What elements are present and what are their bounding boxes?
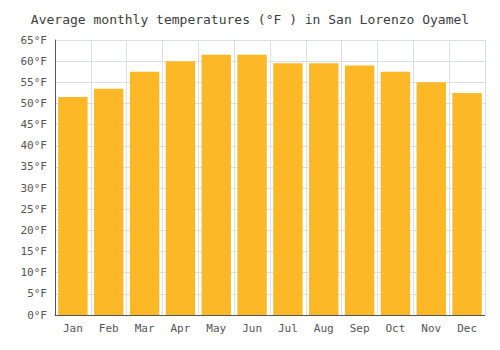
svg-text:20°F: 20°F: [21, 224, 48, 237]
svg-text:15°F: 15°F: [21, 245, 48, 258]
svg-text:30°F: 30°F: [21, 182, 48, 195]
svg-text:10°F: 10°F: [21, 266, 48, 279]
svg-text:5°F: 5°F: [27, 287, 47, 300]
svg-text:Oct: Oct: [385, 322, 405, 335]
svg-text:Mar: Mar: [135, 322, 155, 335]
svg-text:35°F: 35°F: [21, 160, 48, 173]
svg-text:45°F: 45°F: [21, 118, 48, 131]
svg-text:May: May: [206, 322, 226, 335]
svg-text:0°F: 0°F: [27, 309, 47, 322]
svg-text:Average monthly temperatures (: Average monthly temperatures (°F ) in Sa…: [31, 12, 469, 27]
svg-text:Dec: Dec: [457, 322, 477, 335]
svg-text:25°F: 25°F: [21, 203, 48, 216]
svg-text:Apr: Apr: [170, 322, 190, 335]
svg-text:Sep: Sep: [350, 322, 370, 335]
svg-text:60°F: 60°F: [21, 55, 48, 68]
svg-text:Aug: Aug: [314, 322, 334, 335]
svg-text:55°F: 55°F: [21, 76, 48, 89]
svg-text:65°F: 65°F: [21, 34, 48, 47]
svg-text:Jul: Jul: [278, 322, 298, 335]
svg-text:50°F: 50°F: [21, 97, 48, 110]
svg-text:40°F: 40°F: [21, 139, 48, 152]
svg-text:Jun: Jun: [242, 322, 262, 335]
svg-text:Feb: Feb: [99, 322, 119, 335]
svg-text:Nov: Nov: [421, 322, 441, 335]
svg-text:Jan: Jan: [63, 322, 83, 335]
